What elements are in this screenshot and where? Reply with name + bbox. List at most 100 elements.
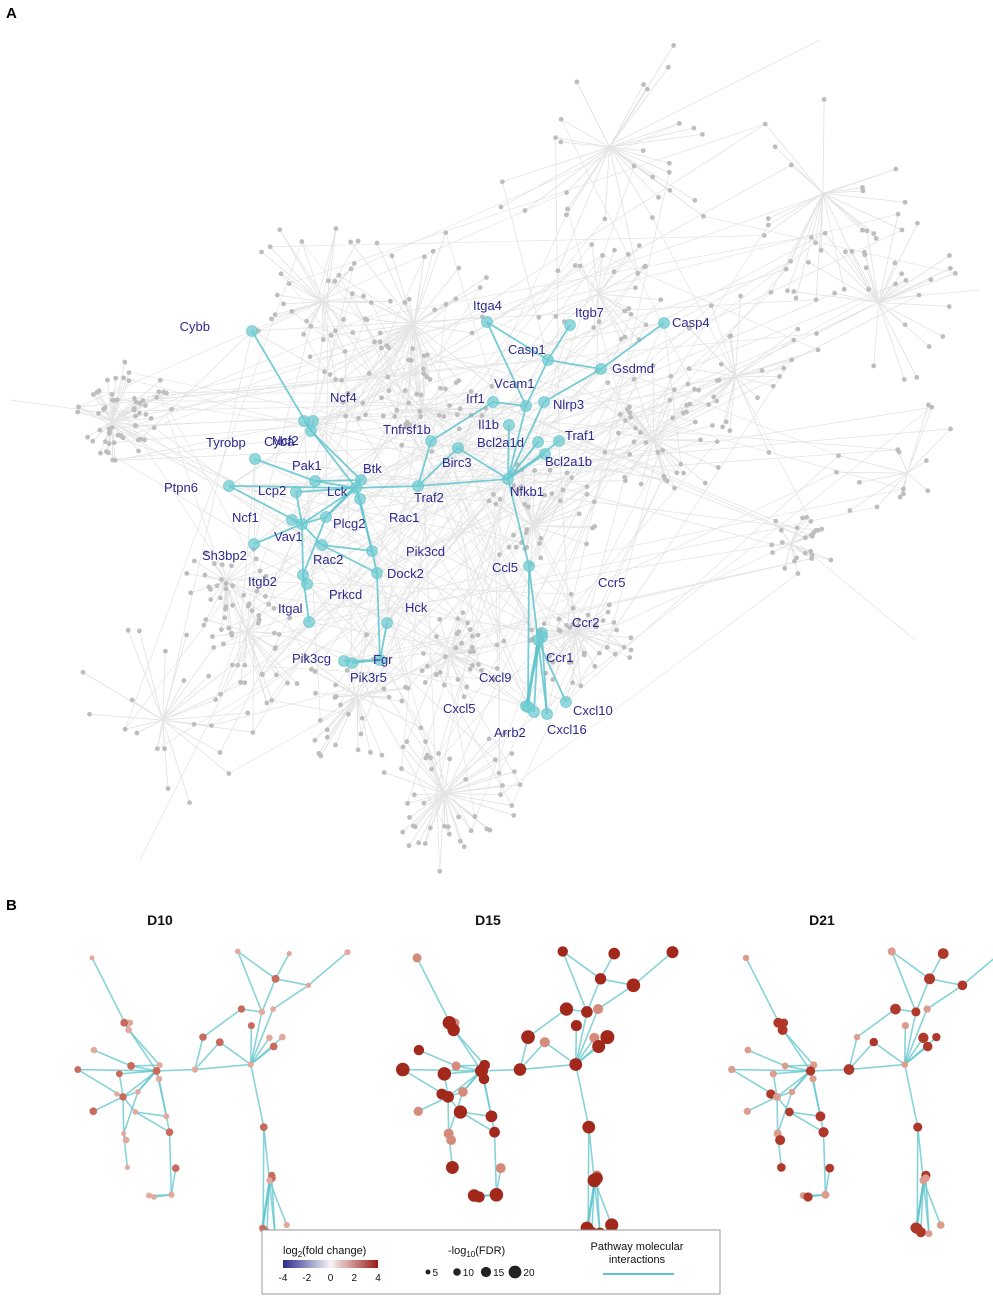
background-edge [558, 440, 806, 539]
background-edge [295, 449, 898, 493]
background-edge [260, 380, 718, 572]
background-edge [407, 792, 445, 804]
background-edge [402, 746, 445, 794]
mini-gene-node-tnfrsf1b [521, 1030, 535, 1044]
background-node [926, 344, 932, 349]
background-node [469, 633, 475, 639]
gene-label-cybb: Cybb [180, 319, 210, 334]
background-node [511, 483, 517, 488]
background-edge [356, 694, 422, 729]
background-edge [449, 654, 465, 697]
background-node [687, 401, 693, 407]
background-edge [566, 146, 610, 193]
background-node [322, 369, 327, 375]
background-node [802, 550, 808, 556]
fdr-size-label: 10 [463, 1268, 475, 1279]
background-edge [211, 399, 671, 726]
background-node [457, 838, 463, 844]
background-node [584, 491, 590, 497]
gene-node-arrb2 [528, 706, 540, 718]
mini-pathway-edge [249, 1011, 263, 1065]
mini-gene-node-gsdmd [957, 980, 968, 991]
mini-gene-node-bcl2a1b [922, 1041, 933, 1052]
gene-label-cxcl9: Cxcl9 [479, 670, 512, 685]
background-edge [82, 671, 163, 721]
background-node [925, 488, 931, 494]
background-edge [225, 565, 232, 582]
gene-label-rac1: Rac1 [389, 510, 419, 525]
mini-pathway-edge [92, 1096, 124, 1113]
mini-gene-node-cxcl10 [605, 1218, 619, 1232]
gene-node-fgr [374, 654, 386, 666]
mini-pathway-edge [119, 1070, 157, 1075]
background-node [802, 535, 808, 541]
gene-label-tnfrsf1b: Tnfrsf1b [383, 422, 431, 437]
background-node [394, 407, 400, 413]
background-node [570, 680, 576, 686]
background-edge [790, 527, 798, 545]
background-edge [491, 386, 502, 795]
background-edge [698, 375, 736, 391]
background-node [418, 392, 424, 398]
gene-node-vav1 [296, 518, 308, 530]
background-node [541, 621, 547, 627]
mini-gene-node-birc3 [869, 1037, 879, 1047]
pathway-edge [507, 440, 560, 480]
mini-gene-node-bcl2a1b [269, 1042, 278, 1051]
background-edge [89, 713, 163, 721]
background-edge [356, 695, 383, 756]
panel-a-letter: A [6, 5, 17, 22]
background-node [245, 710, 251, 716]
background-edge [822, 192, 906, 203]
gene-label-itgb2: Itgb2 [248, 574, 277, 589]
background-edge [609, 146, 653, 218]
background-edge [283, 301, 323, 305]
background-node [615, 430, 621, 436]
mini-gene-node-irf1 [559, 1002, 574, 1016]
mini-gene-node-pik3cg [146, 1192, 153, 1199]
background-node [132, 422, 138, 428]
background-edge [799, 544, 916, 641]
background-edge [386, 321, 565, 624]
background-node [203, 617, 209, 622]
background-edge [822, 99, 825, 194]
background-node [685, 381, 691, 387]
background-edge [863, 252, 879, 303]
background-node [584, 541, 589, 547]
background-node [791, 289, 797, 295]
background-edge [555, 137, 560, 442]
background-edge [388, 323, 415, 391]
background-node [809, 552, 815, 558]
background-node [388, 298, 393, 304]
background-node [789, 357, 795, 363]
pathway-edge [251, 330, 312, 432]
background-edge [878, 302, 905, 380]
background-edge [764, 123, 824, 194]
mini-gene-node-cyba [773, 1017, 784, 1028]
background-node [430, 248, 436, 254]
background-edge [609, 146, 670, 164]
gene-node-ncf1 [286, 514, 298, 526]
gene-label-vav1: Vav1 [274, 529, 303, 544]
background-node [218, 691, 223, 697]
background-edge [310, 301, 323, 327]
mini-gene-node-vcam1 [258, 1008, 266, 1016]
background-node [386, 694, 392, 700]
background-edge [246, 631, 276, 650]
background-node [96, 388, 102, 394]
background-node [203, 550, 209, 555]
gene-node-sh3bp2 [248, 538, 260, 550]
background-edge [331, 323, 414, 336]
mini-pathway-edge [202, 1008, 242, 1038]
mini-gene-node-ccl5 [913, 1122, 923, 1132]
background-node [325, 278, 331, 284]
background-edge [312, 420, 521, 785]
background-node [348, 266, 354, 272]
background-edge [162, 647, 215, 721]
background-node [808, 548, 814, 554]
background-edge [565, 455, 839, 703]
background-node [113, 375, 119, 381]
mini-gene-node-itgb7 [937, 948, 949, 959]
background-edge [735, 367, 784, 377]
background-node [303, 653, 309, 659]
